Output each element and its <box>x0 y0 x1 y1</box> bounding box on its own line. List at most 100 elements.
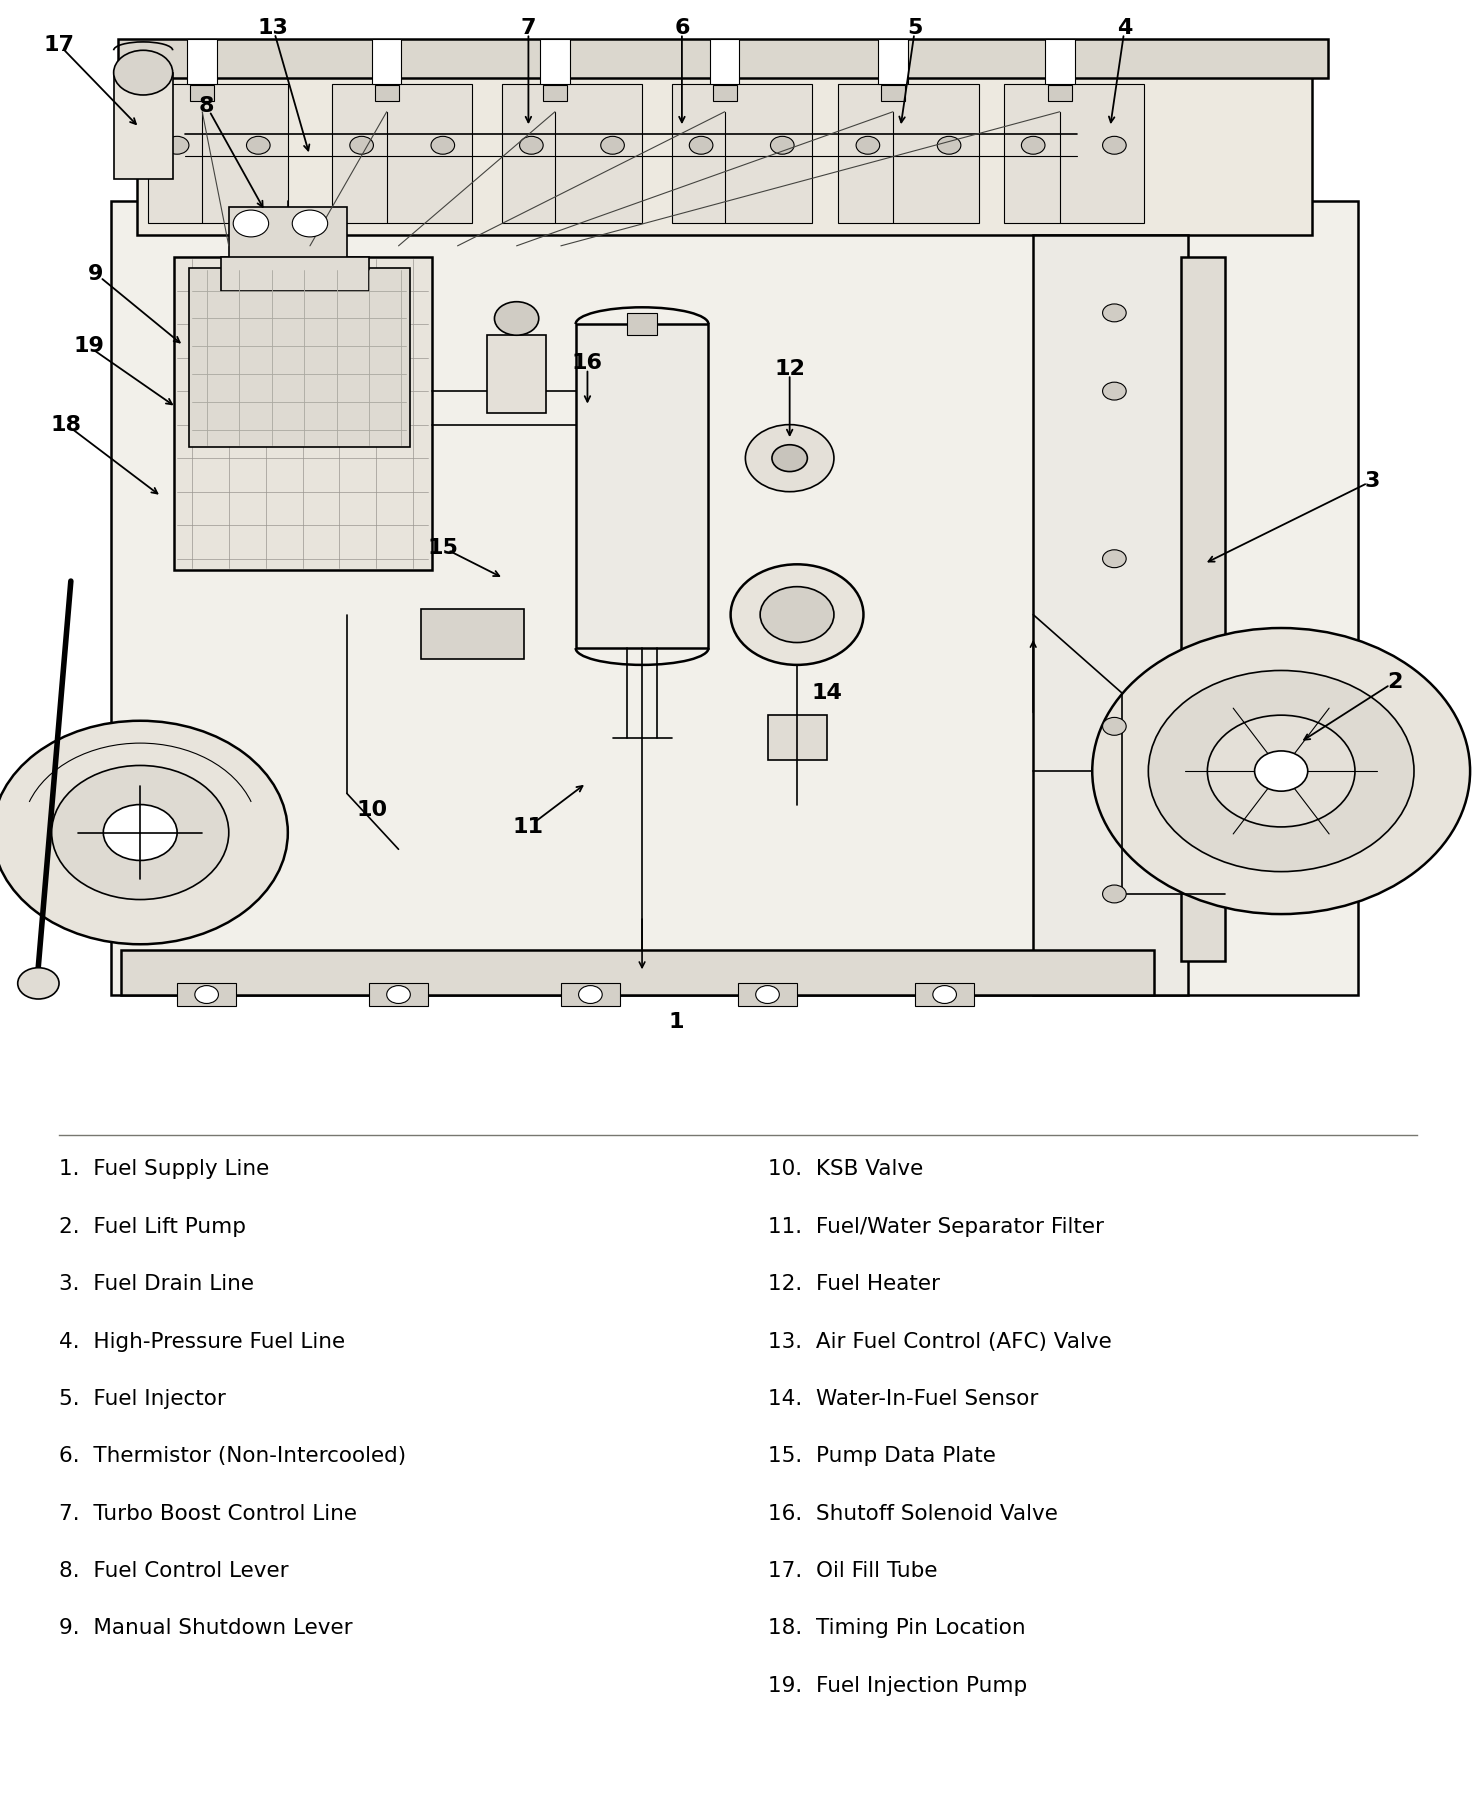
Text: 13: 13 <box>258 18 288 38</box>
Text: 18: 18 <box>50 414 83 434</box>
Circle shape <box>689 136 713 154</box>
Bar <box>111 202 1358 994</box>
Text: 15: 15 <box>428 538 458 558</box>
Bar <box>1181 256 1225 961</box>
Bar <box>332 84 472 223</box>
Circle shape <box>1255 750 1308 790</box>
Bar <box>672 84 812 223</box>
Bar <box>369 983 428 1007</box>
Circle shape <box>933 985 956 1003</box>
Bar <box>1004 84 1144 223</box>
Text: 8: 8 <box>199 96 214 116</box>
Bar <box>627 313 657 334</box>
Circle shape <box>520 136 543 154</box>
Bar <box>137 67 1312 234</box>
Circle shape <box>52 765 229 899</box>
Text: 19: 19 <box>74 336 103 356</box>
Text: 5.  Fuel Injector: 5. Fuel Injector <box>59 1388 226 1408</box>
Text: 11: 11 <box>512 818 545 838</box>
Bar <box>540 40 570 84</box>
Bar <box>1045 40 1075 84</box>
Circle shape <box>1092 629 1470 914</box>
Circle shape <box>1021 136 1045 154</box>
Text: 14: 14 <box>812 683 841 703</box>
Text: 8.  Fuel Control Lever: 8. Fuel Control Lever <box>59 1561 289 1581</box>
Circle shape <box>246 136 270 154</box>
Circle shape <box>601 136 624 154</box>
Bar <box>114 73 173 178</box>
Circle shape <box>233 211 269 236</box>
Bar <box>421 609 524 660</box>
Text: 17.  Oil Fill Tube: 17. Oil Fill Tube <box>768 1561 937 1581</box>
Bar <box>713 85 737 100</box>
Text: 17: 17 <box>43 35 75 55</box>
Text: 2: 2 <box>1387 672 1402 692</box>
Bar <box>710 40 739 84</box>
Bar <box>174 256 432 571</box>
Text: 14.  Water-In-Fuel Sensor: 14. Water-In-Fuel Sensor <box>768 1388 1038 1408</box>
Text: 4.  High-Pressure Fuel Line: 4. High-Pressure Fuel Line <box>59 1332 345 1352</box>
Text: 19.  Fuel Injection Pump: 19. Fuel Injection Pump <box>768 1675 1027 1695</box>
Text: 7.  Turbo Boost Control Line: 7. Turbo Boost Control Line <box>59 1504 357 1524</box>
Bar <box>881 85 905 100</box>
Text: 12.  Fuel Heater: 12. Fuel Heater <box>768 1274 940 1294</box>
Circle shape <box>756 985 779 1003</box>
Text: 3: 3 <box>1365 471 1380 491</box>
Text: 7: 7 <box>521 18 536 38</box>
Circle shape <box>1103 136 1126 154</box>
Text: 16.  Shutoff Solenoid Valve: 16. Shutoff Solenoid Valve <box>768 1504 1057 1524</box>
Circle shape <box>103 805 177 861</box>
Circle shape <box>760 587 834 643</box>
Circle shape <box>387 985 410 1003</box>
Bar <box>576 323 708 649</box>
Text: 6.  Thermistor (Non-Intercooled): 6. Thermistor (Non-Intercooled) <box>59 1446 406 1466</box>
Text: 10: 10 <box>356 799 388 819</box>
Bar <box>838 84 979 223</box>
Bar <box>502 84 642 223</box>
Text: 16: 16 <box>571 352 604 372</box>
Text: 9: 9 <box>89 263 103 283</box>
Bar <box>229 207 347 269</box>
Bar <box>1048 85 1072 100</box>
Circle shape <box>292 211 328 236</box>
Circle shape <box>431 136 455 154</box>
Bar <box>221 256 369 291</box>
Circle shape <box>114 51 173 94</box>
Bar <box>375 85 399 100</box>
Text: 15.  Pump Data Plate: 15. Pump Data Plate <box>768 1446 995 1466</box>
Text: 18.  Timing Pin Location: 18. Timing Pin Location <box>768 1619 1026 1639</box>
Text: 10.  KSB Valve: 10. KSB Valve <box>768 1159 922 1179</box>
Circle shape <box>18 968 59 999</box>
Text: 1.  Fuel Supply Line: 1. Fuel Supply Line <box>59 1159 269 1179</box>
Circle shape <box>770 136 794 154</box>
Bar <box>738 983 797 1007</box>
Text: 5: 5 <box>908 18 922 38</box>
Bar <box>768 716 827 760</box>
Circle shape <box>937 136 961 154</box>
Circle shape <box>1103 885 1126 903</box>
Circle shape <box>195 985 218 1003</box>
Text: 6: 6 <box>675 18 689 38</box>
Bar <box>118 40 1328 78</box>
Circle shape <box>1103 551 1126 567</box>
Circle shape <box>0 721 288 945</box>
Bar <box>487 334 546 414</box>
Circle shape <box>745 425 834 492</box>
Text: 1: 1 <box>669 1012 683 1032</box>
Text: 9.  Manual Shutdown Lever: 9. Manual Shutdown Lever <box>59 1619 353 1639</box>
Circle shape <box>731 565 863 665</box>
Bar <box>121 950 1154 994</box>
Circle shape <box>165 136 189 154</box>
Circle shape <box>1103 303 1126 322</box>
Bar <box>372 40 401 84</box>
Bar <box>190 85 214 100</box>
Bar <box>187 40 217 84</box>
Bar <box>177 983 236 1007</box>
Text: 3.  Fuel Drain Line: 3. Fuel Drain Line <box>59 1274 254 1294</box>
Circle shape <box>856 136 880 154</box>
Text: 4: 4 <box>1117 18 1132 38</box>
Circle shape <box>1207 716 1355 827</box>
Text: 12: 12 <box>775 358 804 378</box>
Circle shape <box>494 302 539 334</box>
Circle shape <box>1103 718 1126 736</box>
